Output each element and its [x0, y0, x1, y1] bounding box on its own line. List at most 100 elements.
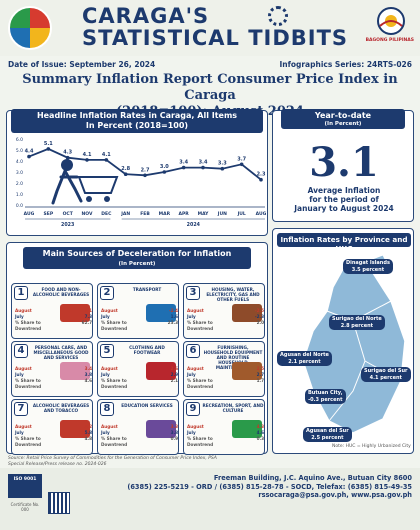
- row-july: July: [101, 372, 110, 377]
- x-axis: AUG SEP OCT NOV DEC JAN FEB MAR APR MAY JUN JUL AUG 2…: [24, 211, 267, 228]
- row-july: July: [15, 430, 24, 435]
- card-category-name: ALCOHOLIC BEVERAGES AND TOBACCO: [32, 403, 90, 413]
- x-tick-label: APR: [179, 211, 190, 217]
- header-line2: STATISTICAL TIDBITS: [82, 26, 349, 50]
- contact-info: Freeman Building, J.C. Aquino Ave., Butu…: [92, 474, 412, 500]
- row-share: % Share to Downtrend: [187, 320, 214, 331]
- row-share: % Share to Downtrend: [15, 436, 42, 447]
- province-rate: 2.1 percent: [288, 358, 321, 365]
- data-point: [104, 158, 109, 162]
- row-august: August: [101, 308, 118, 313]
- x-tick-label: NOV: [82, 211, 93, 217]
- gear-icon: [268, 6, 288, 26]
- caraga-map: [302, 254, 406, 434]
- y-tick-label: 2.0: [16, 181, 23, 187]
- row-august: August: [187, 366, 204, 371]
- data-label: 2.8: [121, 166, 130, 172]
- card-row-labels: August July% Share to Downtrend: [187, 366, 231, 390]
- brand-text: BAGONG PILIPINAS: [365, 38, 414, 43]
- data-label: 4.4: [25, 149, 34, 155]
- ytd-unit: (In Percent): [324, 121, 362, 127]
- category-illustration-icon: [232, 362, 262, 380]
- value-share: 62.7: [81, 320, 92, 325]
- source-note: Source: Retail Price Survey of Commoditi…: [8, 456, 268, 467]
- ytd-caption: Average Inflation for the period of Janu…: [273, 186, 415, 213]
- value-july: -2.3: [254, 314, 264, 319]
- headline-chart-panel: Headline Inflation Rates in Caraga, All …: [6, 109, 268, 236]
- release-date: Date of Issue: September 26, 2024: [8, 60, 156, 69]
- value-july: 7.3: [84, 314, 92, 319]
- value-share: 4.8: [84, 436, 92, 441]
- dateline: Date of Issue: September 26, 2024 Infogr…: [0, 58, 420, 70]
- ytd-title: Year-to-date: [314, 111, 372, 120]
- certificate-text: Certificate No. 000: [10, 502, 40, 512]
- email-line[interactable]: rssocaraga@psa.gov.ph, www.psa.gov.ph: [258, 491, 412, 499]
- row-july: July: [187, 372, 196, 377]
- source-line2: Special Release/Press release no. 2024-0…: [8, 461, 107, 467]
- category-illustration-icon: [232, 304, 262, 322]
- data-point: [46, 147, 51, 151]
- row-july: July: [187, 314, 196, 319]
- data-label: 2.7: [141, 167, 150, 173]
- row-august: August: [15, 366, 32, 371]
- data-label: 4.1: [102, 152, 111, 158]
- row-august: August: [101, 366, 118, 371]
- card-number: 8: [100, 402, 114, 416]
- value-share: 2.0: [256, 320, 264, 325]
- province-bubble: Agusan del Norte 2.1 percent: [277, 351, 332, 366]
- y-axis: 0.0 1.0 2.0 3.0 4.0 5.0 6.0: [16, 137, 265, 209]
- deceleration-heading: Main Sources of Deceleration for Inflati…: [23, 247, 251, 269]
- province-rate: -0.3 percent: [308, 396, 343, 403]
- card-category-name: RECREATION, SPORT, AND CULTURE: [202, 403, 264, 413]
- page-title: Summary Inflation Report Consumer Price …: [8, 72, 412, 119]
- year-label: 2024: [187, 222, 201, 228]
- category-card: 7 ALCOHOLIC BEVERAGES AND TOBACCO August Ju…: [11, 399, 93, 455]
- value-july: 4.6: [256, 430, 264, 435]
- x-tick-label: DEC: [101, 211, 112, 217]
- qr-code-icon[interactable]: [48, 492, 70, 514]
- card-values: 2.6 2.9 2.1: [128, 366, 178, 384]
- data-point: [123, 172, 128, 176]
- source-line1: Source: Retail Price Survey of Commoditi…: [8, 456, 217, 461]
- card-values: -2.4 1.6 23.3: [128, 308, 178, 326]
- card-row-labels: August July% Share to Downtrend: [15, 424, 59, 448]
- card-values: 2.5 2.7 1.7: [214, 366, 264, 384]
- headline-unit: In Percent (2018=100): [85, 121, 189, 130]
- card-category-name: HOUSING, WATER, ELECTRICITY, GAS AND OTH…: [206, 287, 260, 302]
- card-values: -2.5 -2.3 2.0: [214, 308, 264, 326]
- category-card: 9 RECREATION, SPORT, AND CULTURE August Jul…: [183, 399, 265, 455]
- category-illustration-icon: [146, 420, 176, 438]
- y-tick-label: 5.0: [16, 148, 23, 154]
- card-row-labels: August July% Share to Downtrend: [101, 424, 145, 448]
- header-line1: CARAGA'S: [82, 4, 210, 28]
- card-category-name: EDUCATION SERVICES: [121, 403, 173, 408]
- psa-logo-icon: [8, 6, 52, 50]
- row-july: July: [101, 314, 110, 319]
- row-august: August: [15, 308, 32, 313]
- row-share: % Share to Downtrend: [101, 436, 128, 447]
- category-card: 1 FOOD AND NON-ALCOHOLIC BEVERAGES August J…: [11, 283, 93, 339]
- card-number: 7: [14, 402, 28, 416]
- province-name: Surigao del Norte: [332, 316, 382, 322]
- value-august: 2.6: [170, 366, 178, 371]
- data-point: [201, 165, 205, 170]
- data-label: 4.1: [83, 152, 92, 158]
- data-point: [85, 158, 89, 162]
- data-point: [259, 177, 263, 182]
- data-point: [239, 162, 244, 167]
- category-illustration-icon: [60, 304, 90, 322]
- card-category-name: FOOD AND NON-ALCOHOLIC BEVERAGES: [32, 287, 90, 297]
- category-card: 2 TRANSPORT August July% Share to Downtrend…: [97, 283, 179, 339]
- value-july: 1.6: [170, 314, 178, 319]
- data-point: [220, 166, 225, 171]
- province-bubble: Surigao del Norte 2.8 percent: [329, 315, 385, 330]
- province-bubble: Dinagat Islands 3.5 percent: [343, 259, 393, 274]
- deceleration-panel: Main Sources of Deceleration for Inflati…: [6, 242, 268, 455]
- value-august: -2.5: [254, 308, 264, 313]
- y-tick-label: 4.0: [16, 159, 23, 165]
- card-row-labels: August July% Share to Downtrend: [15, 366, 59, 390]
- iso-badge: ISO 9001: [8, 474, 42, 498]
- x-tick-label: FEB: [140, 211, 150, 217]
- value-july: 3.8: [84, 372, 92, 377]
- value-august: 2.5: [256, 366, 264, 371]
